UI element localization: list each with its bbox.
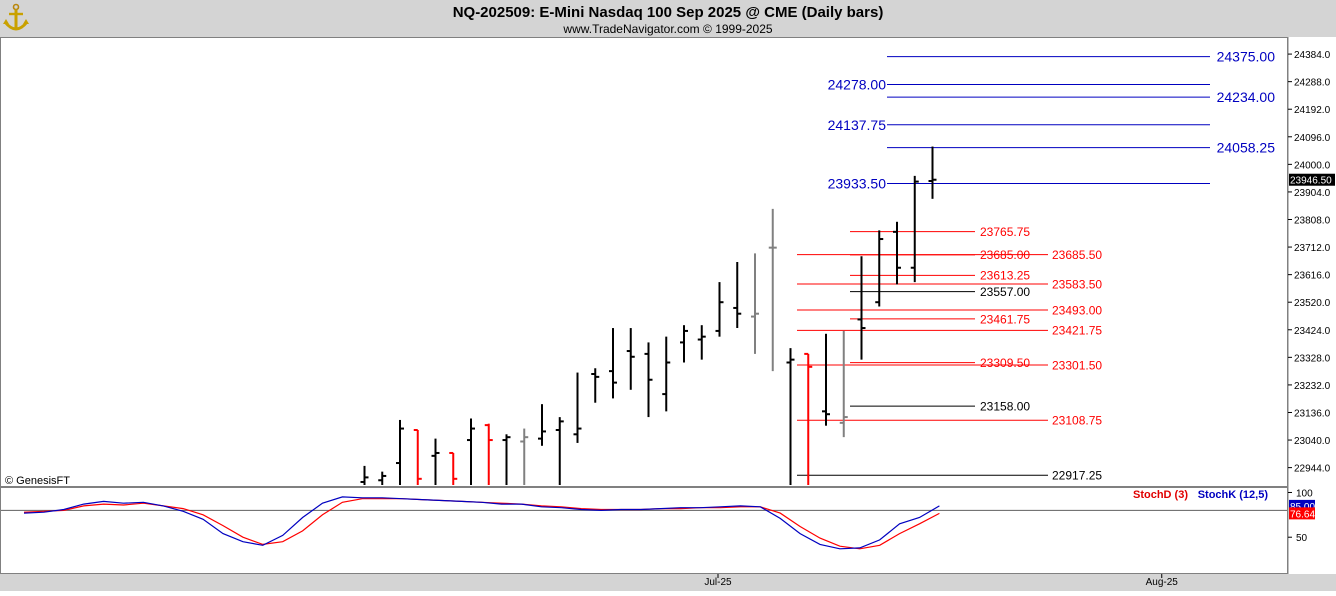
stochastic-y-axis: 1005085.0076.64 xyxy=(1288,488,1315,544)
price-tick-label: 23424.0 xyxy=(1294,326,1331,337)
price-bars xyxy=(360,146,937,485)
price-tick-label: 23808.0 xyxy=(1294,215,1331,226)
stochastic-lines xyxy=(1,496,1287,550)
level-label: 23309.50 xyxy=(980,356,1030,370)
level-label: 23493.00 xyxy=(1052,303,1102,317)
level-label: 22917.25 xyxy=(1052,469,1102,483)
level-label: 23557.00 xyxy=(980,285,1030,299)
price-y-axis: 24384.0 24288.0 24192.0 24096.0 24000.0 23904… xyxy=(1288,50,1335,475)
level-label: 23613.25 xyxy=(980,269,1030,283)
price-tick-label: 24192.0 xyxy=(1294,105,1331,116)
price-tick-label: 23328.0 xyxy=(1294,353,1331,364)
price-tick-label: 24288.0 xyxy=(1294,78,1331,89)
x-tick-label: Aug-25 xyxy=(1146,577,1179,588)
price-tick-label: 23616.0 xyxy=(1294,271,1331,282)
last-price-label: 23946.50 xyxy=(1290,176,1332,187)
level-label: 24058.25 xyxy=(1217,140,1276,156)
chart-subtitle: www.TradeNavigator.com © 1999-2025 xyxy=(562,22,772,36)
stoch-tick-label: 100 xyxy=(1296,488,1313,499)
price-tick-label: 23904.0 xyxy=(1294,188,1331,199)
stoch-d-value: 76.64 xyxy=(1290,509,1315,520)
legend-stoch-d: StochD (3) xyxy=(1133,489,1188,501)
stoch-tick-label: 50 xyxy=(1296,533,1308,544)
level-label: 23108.75 xyxy=(1052,414,1102,428)
price-tick-label: 24384.0 xyxy=(1294,50,1331,61)
legend-stoch-k: StochK (12,5) xyxy=(1198,489,1269,501)
level-label: 23685.50 xyxy=(1052,248,1102,262)
price-tick-label: 23520.0 xyxy=(1294,298,1331,309)
watermark: © GenesisFT xyxy=(5,475,70,487)
level-label: 23301.50 xyxy=(1052,358,1102,372)
price-tick-label: 23136.0 xyxy=(1294,408,1331,419)
level-label: 23421.75 xyxy=(1052,324,1102,338)
chart-header-bg xyxy=(0,0,1336,37)
price-tick-label: 23712.0 xyxy=(1294,243,1331,254)
level-label: 23933.50 xyxy=(828,175,887,191)
price-tick-label: 23040.0 xyxy=(1294,436,1331,447)
level-label: 23583.50 xyxy=(1052,277,1102,291)
price-pane xyxy=(0,37,1288,487)
level-label: 24278.00 xyxy=(828,77,887,93)
price-tick-label: 24000.0 xyxy=(1294,160,1331,171)
level-label: 23685.00 xyxy=(980,248,1030,262)
stoch-d-value-box xyxy=(1289,507,1315,520)
anchor-icon xyxy=(3,3,29,31)
level-label: 23765.75 xyxy=(980,225,1030,239)
price-tick-label: 24096.0 xyxy=(1294,133,1331,144)
level-label: 23158.00 xyxy=(980,399,1030,413)
last-price-box xyxy=(1289,173,1335,186)
y-axis-strip xyxy=(1288,37,1336,574)
chart-title: NQ-202509: E-Mini Nasdaq 100 Sep 2025 @ … xyxy=(453,4,884,21)
indicator-pane xyxy=(0,487,1288,574)
x-axis-strip xyxy=(0,574,1336,591)
price-tick-label: 23232.0 xyxy=(1294,381,1331,392)
level-label: 24137.75 xyxy=(828,117,887,133)
price-tick-label: 22944.0 xyxy=(1294,464,1331,475)
stoch-k-line xyxy=(23,496,940,550)
price-levels: 24375.00 24278.00 24234.00 24137.75 24058.25… xyxy=(797,49,1275,483)
level-label: 24375.00 xyxy=(1217,49,1276,65)
level-label: 23461.75 xyxy=(980,312,1030,326)
x-tick-label: Jul-25 xyxy=(704,577,732,588)
level-label: 24234.00 xyxy=(1217,89,1276,105)
